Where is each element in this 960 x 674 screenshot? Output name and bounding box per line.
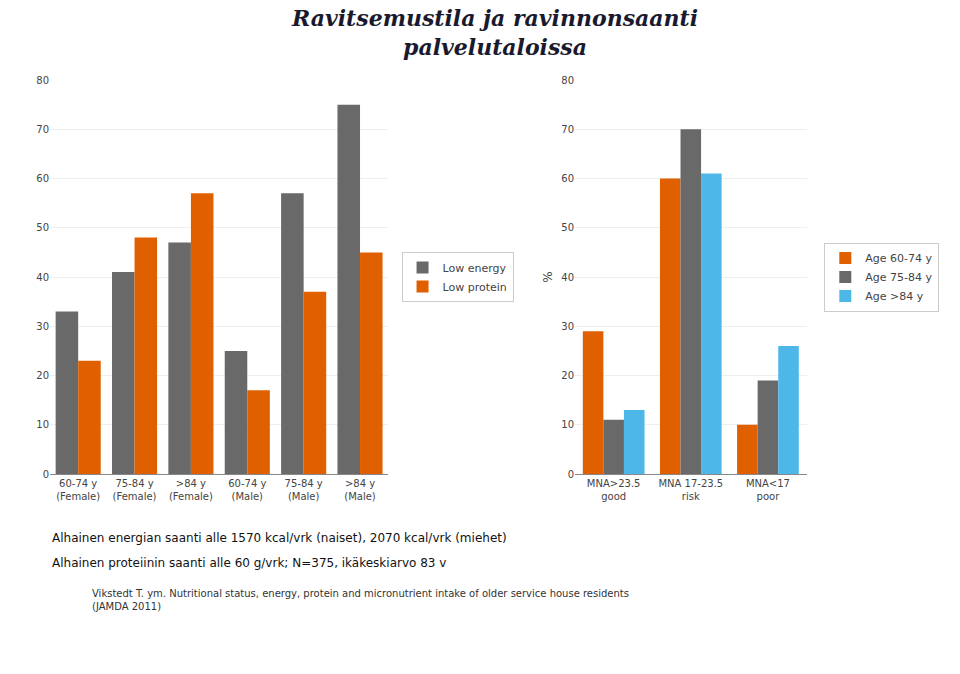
- svg-text:Age >84 y: Age >84 y: [865, 290, 923, 303]
- svg-text:Vikstedt T. ym. Nutritional st: Vikstedt T. ym. Nutritional status, ener…: [92, 588, 629, 612]
- svg-text:80: 80: [561, 75, 574, 86]
- svg-text:0: 0: [43, 469, 49, 480]
- svg-text:30: 30: [36, 321, 49, 332]
- svg-text:60: 60: [561, 173, 574, 184]
- svg-text:%: %: [541, 271, 555, 282]
- svg-text:Low energy: Low energy: [443, 262, 507, 275]
- svg-text:Age 60-74 y: Age 60-74 y: [865, 252, 932, 265]
- svg-text:60-74 y(Female): 60-74 y(Female): [56, 478, 100, 502]
- svg-text:60: 60: [36, 173, 49, 184]
- svg-text:40: 40: [561, 272, 574, 283]
- svg-text:0: 0: [568, 469, 574, 480]
- svg-text:MNA>23.5good: MNA>23.5good: [587, 478, 641, 502]
- svg-text:>84 y(Male): >84 y(Male): [344, 478, 376, 502]
- svg-text:20: 20: [36, 370, 49, 381]
- svg-text:20: 20: [561, 370, 574, 381]
- svg-text:10: 10: [561, 419, 574, 430]
- svg-text:MNA<17poor: MNA<17poor: [746, 478, 790, 502]
- svg-text:Alhainen energian saanti alle: Alhainen energian saanti alle 1570 kcal/…: [52, 531, 507, 545]
- svg-text:70: 70: [36, 124, 49, 135]
- svg-text:75-84 y(Female): 75-84 y(Female): [113, 478, 157, 502]
- svg-text:60-74 y(Male): 60-74 y(Male): [228, 478, 266, 502]
- svg-text:Ravitsemustila ja ravinnonsaan: Ravitsemustila ja ravinnonsaantipalvelut…: [291, 5, 698, 60]
- svg-text:75-84 y(Male): 75-84 y(Male): [285, 478, 323, 502]
- svg-text:10: 10: [36, 419, 49, 430]
- svg-text:70: 70: [561, 124, 574, 135]
- svg-text:>84 y(Female): >84 y(Female): [169, 478, 213, 502]
- svg-text:Low protein: Low protein: [443, 281, 507, 294]
- svg-text:Alhainen proteiinin saanti all: Alhainen proteiinin saanti alle 60 g/vrk…: [52, 556, 446, 570]
- svg-text:80: 80: [36, 75, 49, 86]
- svg-text:30: 30: [561, 321, 574, 332]
- svg-text:50: 50: [36, 222, 49, 233]
- svg-text:MNA 17-23.5risk: MNA 17-23.5risk: [658, 478, 723, 502]
- svg-text:50: 50: [561, 222, 574, 233]
- svg-text:Age 75-84 y: Age 75-84 y: [865, 271, 932, 284]
- svg-text:40: 40: [36, 272, 49, 283]
